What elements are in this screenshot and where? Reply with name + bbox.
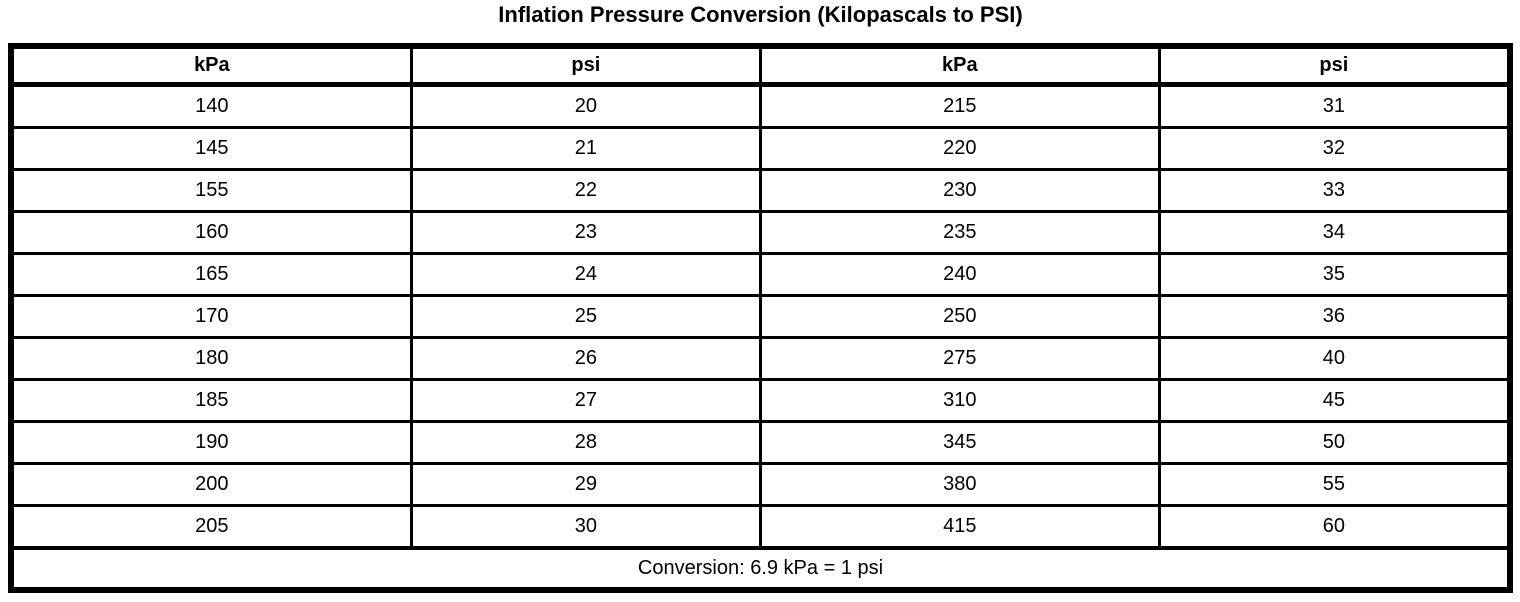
table-cell: 170 (9, 294, 413, 339)
table-row: 160 23 235 34 (9, 210, 1512, 255)
table-row: 155 22 230 33 (9, 168, 1512, 213)
table-cell: 40 (1157, 336, 1512, 381)
table-cell: 145 (9, 126, 413, 171)
table-cell: 155 (9, 168, 413, 213)
table-cell: 35 (1157, 252, 1512, 297)
table-cell: 55 (1157, 462, 1512, 507)
table-cell: 26 (409, 336, 762, 381)
table-cell: 230 (758, 168, 1161, 213)
conversion-note: Conversion: 6.9 kPa = 1 psi (9, 546, 1512, 592)
table-cell: 240 (758, 252, 1161, 297)
table-body: 140 20 215 31 145 21 220 32 155 22 230 33 160 23 235 34… (9, 83, 1512, 550)
col-header-kpa-left: kPa (9, 44, 413, 87)
table-cell: 250 (758, 294, 1161, 339)
table-cell: 380 (758, 462, 1161, 507)
table-row: 205 30 415 60 (9, 504, 1512, 550)
table-cell: 23 (409, 210, 762, 255)
header-row: kPa psi kPa psi (9, 44, 1512, 87)
table-cell: 200 (9, 462, 413, 507)
conversion-table: kPa psi kPa psi 140 20 215 31 145 21 220 32 155 2… (8, 43, 1513, 593)
table-cell: 160 (9, 210, 413, 255)
table-cell: 345 (758, 420, 1161, 465)
table-cell: 32 (1157, 126, 1512, 171)
table-cell: 21 (409, 126, 762, 171)
table-cell: 31 (1157, 83, 1512, 129)
table-cell: 60 (1157, 504, 1512, 550)
table-cell: 30 (409, 504, 762, 550)
table-cell: 215 (758, 83, 1161, 129)
table-cell: 28 (409, 420, 762, 465)
table-row: 145 21 220 32 (9, 126, 1512, 171)
table-cell: 34 (1157, 210, 1512, 255)
table-cell: 235 (758, 210, 1161, 255)
table-cell: 140 (9, 83, 413, 129)
table-cell: 220 (758, 126, 1161, 171)
table-cell: 24 (409, 252, 762, 297)
table-cell: 20 (409, 83, 762, 129)
table-cell: 310 (758, 378, 1161, 423)
table-title: Inflation Pressure Conversion (Kilopasca… (498, 2, 1023, 27)
table-cell: 180 (9, 336, 413, 381)
table-cell: 50 (1157, 420, 1512, 465)
table-row: 185 27 310 45 (9, 378, 1512, 423)
col-header-psi-left: psi (409, 44, 762, 87)
table-cell: 22 (409, 168, 762, 213)
table-cell: 45 (1157, 378, 1512, 423)
table-cell: 205 (9, 504, 413, 550)
table-cell: 275 (758, 336, 1161, 381)
table-cell: 190 (9, 420, 413, 465)
table-cell: 29 (409, 462, 762, 507)
table-cell: 36 (1157, 294, 1512, 339)
col-header-kpa-right: kPa (758, 44, 1161, 87)
table-cell: 25 (409, 294, 762, 339)
table-cell: 33 (1157, 168, 1512, 213)
col-header-psi-right: psi (1157, 44, 1512, 87)
table-row: 165 24 240 35 (9, 252, 1512, 297)
table-row: 180 26 275 40 (9, 336, 1512, 381)
table-cell: 415 (758, 504, 1161, 550)
footer-row: Conversion: 6.9 kPa = 1 psi (9, 546, 1512, 592)
table-cell: 27 (409, 378, 762, 423)
table-row: 170 25 250 36 (9, 294, 1512, 339)
table-row: 190 28 345 50 (9, 420, 1512, 465)
table-row: 200 29 380 55 (9, 462, 1512, 507)
table-cell: 185 (9, 378, 413, 423)
table-cell: 165 (9, 252, 413, 297)
table-row: 140 20 215 31 (9, 83, 1512, 129)
